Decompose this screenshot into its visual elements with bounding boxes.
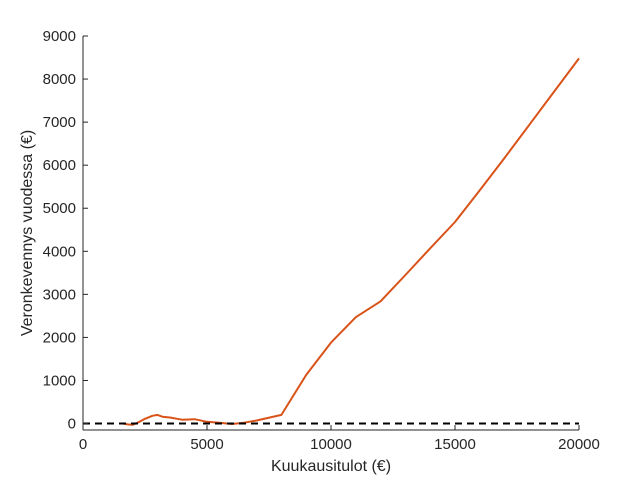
y-tick-label: 8000 [43,71,76,88]
ticks-layer: 0 5000 10000 15000 20000 0 1000 2000 3000 4000 500… [43,28,600,453]
series-line-0 [122,57,580,426]
x-axis-label: Kuukausitulot (€) [271,458,391,475]
axes-layer [82,36,579,431]
x-tick-label: 20000 [558,436,600,453]
x-tick-label: 5000 [190,436,223,453]
y-tick-label: 6000 [43,157,76,174]
y-tick-label: 7000 [43,114,76,131]
y-tick-label: 3000 [43,286,76,303]
y-tick-label: 5000 [43,200,76,217]
y-tick-label: 2000 [43,329,76,346]
x-tick-label: 15000 [434,436,476,453]
y-tick-label: 1000 [43,372,76,389]
x-tick-label: 0 [79,436,87,453]
y-tick-label: 9000 [43,28,76,45]
series-layer [83,57,580,426]
y-tick-label: 4000 [43,243,76,260]
x-tick-label: 10000 [310,436,352,453]
y-tick-label: 0 [68,416,76,433]
y-axis-label: Veronkevennys vuodessa (€) [19,130,36,336]
